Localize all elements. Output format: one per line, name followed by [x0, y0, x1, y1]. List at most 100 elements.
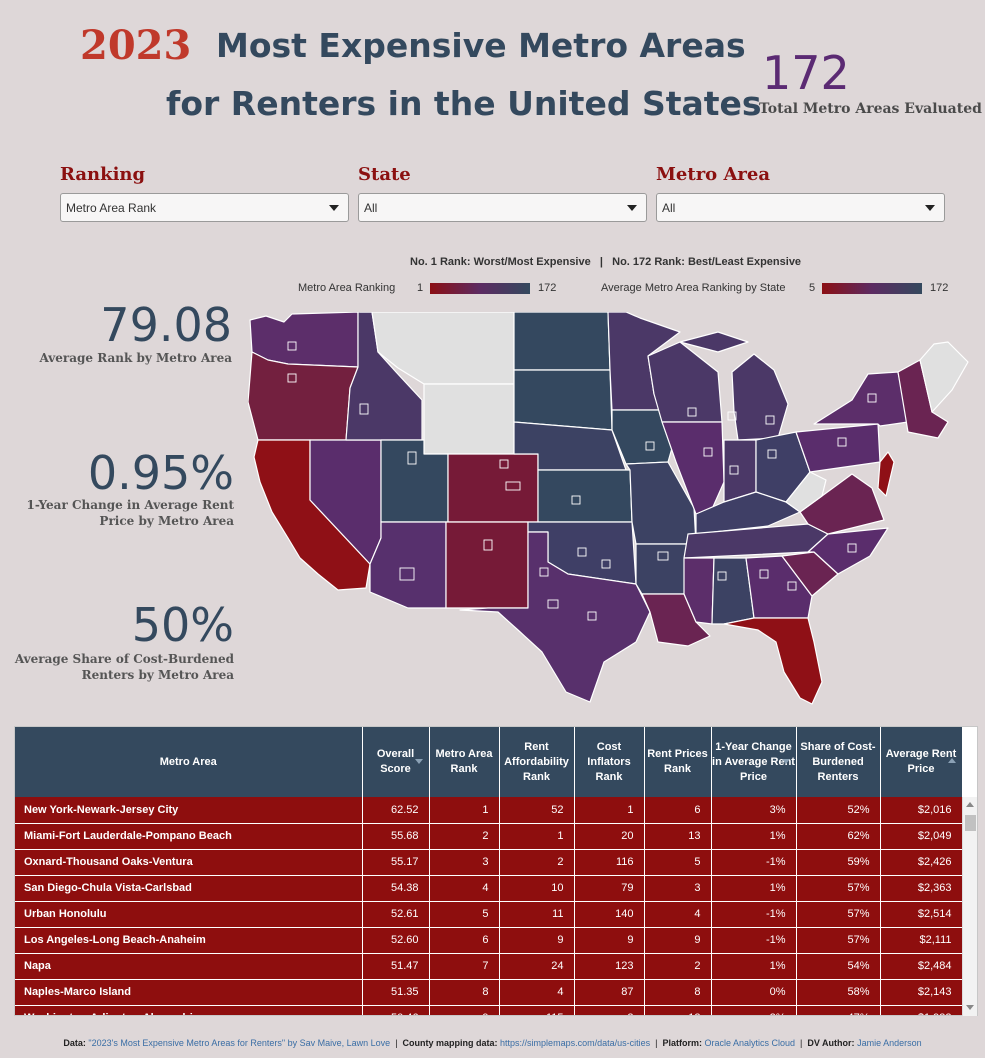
cell-rent-change: 1% — [711, 953, 797, 980]
footer-county-link[interactable]: https://simplemaps.com/data/us-cities — [500, 1038, 651, 1048]
cell-cost-burdened: 52% — [796, 797, 881, 824]
cell-metro-rank: 9 — [429, 1005, 500, 1015]
cell-metro-rank: 2 — [429, 823, 500, 850]
cell-metro-area: Napa — [15, 953, 363, 980]
table-row[interactable]: New York-Newark-Jersey City 62.52 1 52 1… — [15, 797, 963, 824]
cell-metro-area: San Diego-Chula Vista-Carlsbad — [15, 875, 363, 902]
chevron-down-icon — [627, 205, 637, 211]
state-texas[interactable] — [459, 531, 651, 703]
state-indiana[interactable] — [723, 439, 757, 503]
scroll-up-icon[interactable] — [966, 802, 974, 807]
cell-affordability-rank: 4 — [499, 979, 575, 1006]
cell-cost-burdened: 58% — [796, 979, 881, 1006]
state-arkansas[interactable] — [635, 543, 689, 595]
state-south-dakota[interactable] — [513, 369, 613, 431]
state-mississippi[interactable] — [683, 557, 715, 625]
col-header-metro-rank[interactable]: Metro Area Rank — [429, 727, 500, 797]
cell-cost-inflators-rank: 116 — [574, 849, 645, 876]
legend-state-max: 172 — [930, 282, 949, 294]
cell-cost-inflators-rank: 79 — [574, 875, 645, 902]
cell-cost-inflators-rank: 140 — [574, 901, 645, 928]
ranking-select[interactable]: Metro Area Rank — [60, 193, 349, 222]
table-row[interactable]: Napa 51.47 7 24 123 2 1% 54% $2,484 — [15, 953, 963, 980]
cell-cost-burdened: 62% — [796, 823, 881, 850]
state-new-york[interactable] — [813, 371, 909, 427]
col-header-avg-rent[interactable]: Average Rent Price — [880, 727, 963, 797]
cell-metro-area: Naples-Marco Island — [15, 979, 363, 1006]
footer-data-source[interactable]: "2023's Most Expensive Metro Areas for R… — [88, 1038, 391, 1048]
col-header-affordability-rank[interactable]: Rent Affordability Rank — [499, 727, 575, 797]
cell-rent-change: -1% — [711, 901, 797, 928]
us-choropleth-map[interactable] — [248, 312, 978, 707]
state-new-mexico[interactable] — [445, 521, 529, 609]
state-wisconsin[interactable] — [647, 341, 723, 423]
legend-metro-min: 1 — [417, 282, 424, 294]
cell-cost-inflators-rank: 87 — [574, 979, 645, 1006]
table-row[interactable]: Naples-Marco Island 51.35 8 4 87 8 0% 58… — [15, 979, 963, 1006]
table-row[interactable]: San Diego-Chula Vista-Carlsbad 54.38 4 1… — [15, 875, 963, 902]
scroll-down-icon[interactable] — [966, 1005, 974, 1010]
cell-rent-change: 3% — [711, 797, 797, 824]
col-header-cost-inflators-rank[interactable]: Cost Inflators Rank — [574, 727, 645, 797]
cell-overall-score: 55.68 — [362, 823, 430, 850]
cell-avg-rent: $2,049 — [880, 823, 963, 850]
cell-affordability-rank: 9 — [499, 927, 575, 954]
kpi-average-rank-value: 79.08 — [100, 298, 232, 352]
cell-overall-score: 52.61 — [362, 901, 430, 928]
cell-affordability-rank: 24 — [499, 953, 575, 980]
table-row[interactable]: Washington-Arlington-Alexandria 50.46 9 … — [15, 1005, 963, 1015]
col-header-metro-area[interactable]: Metro Area — [15, 727, 363, 797]
cell-cost-inflators-rank: 123 — [574, 953, 645, 980]
cell-overall-score: 51.35 — [362, 979, 430, 1006]
cell-rent-prices-rank: 9 — [644, 927, 712, 954]
cell-cost-burdened: 57% — [796, 875, 881, 902]
cell-cost-inflators-rank: 2 — [574, 1005, 645, 1015]
metro-select[interactable]: All — [656, 193, 945, 222]
state-florida[interactable] — [723, 617, 823, 705]
metro-table[interactable]: Metro Area Overall Score Metro Area Rank… — [14, 726, 978, 1016]
state-maine[interactable] — [919, 341, 969, 413]
cell-rent-change: 2% — [711, 1005, 797, 1015]
cell-cost-burdened: 57% — [796, 927, 881, 954]
state-north-dakota[interactable] — [513, 312, 611, 371]
cell-cost-burdened: 47% — [796, 1005, 881, 1015]
state-colorado[interactable] — [447, 453, 539, 523]
cell-overall-score: 50.46 — [362, 1005, 430, 1015]
page-title-line1: Most Expensive Metro Areas — [216, 26, 746, 65]
table-row[interactable]: Los Angeles-Long Beach-Anaheim 52.60 6 9… — [15, 927, 963, 954]
state-wyoming[interactable] — [423, 383, 515, 455]
state-select-value: All — [364, 201, 378, 215]
scroll-thumb[interactable] — [965, 815, 976, 831]
table-scrollbar[interactable] — [962, 797, 977, 1016]
table-row[interactable]: Urban Honolulu 52.61 5 11 140 4 -1% 57% … — [15, 901, 963, 928]
state-kansas[interactable] — [537, 469, 633, 523]
cell-avg-rent: $2,514 — [880, 901, 963, 928]
state-arizona[interactable] — [369, 521, 447, 609]
state-new-jersey[interactable] — [877, 451, 895, 497]
col-header-rent-change[interactable]: 1-Year Change in Average Rent Price — [711, 727, 797, 797]
state-west-virginia[interactable] — [785, 471, 827, 513]
col-header-overall-score[interactable]: Overall Score — [362, 727, 430, 797]
legend-state-min: 5 — [809, 282, 816, 294]
state-select[interactable]: All — [358, 193, 647, 222]
col-header-rent-prices-rank[interactable]: Rent Prices Rank — [644, 727, 712, 797]
cell-avg-rent: $1,932 — [880, 1005, 963, 1015]
cell-rent-change: 1% — [711, 875, 797, 902]
table-row[interactable]: Miami-Fort Lauderdale-Pompano Beach 55.6… — [15, 823, 963, 850]
ranking-select-value: Metro Area Rank — [66, 201, 157, 215]
cell-affordability-rank: 2 — [499, 849, 575, 876]
state-virginia[interactable] — [799, 473, 885, 535]
state-pennsylvania[interactable] — [795, 423, 881, 473]
footer-author-value[interactable]: Jamie Anderson — [857, 1038, 922, 1048]
cell-avg-rent: $2,143 — [880, 979, 963, 1006]
legend-metro-gradient — [430, 283, 530, 294]
footer-platform-value[interactable]: Oracle Analytics Cloud — [704, 1038, 796, 1048]
col-header-cost-burdened[interactable]: Share of Cost-Burdened Renters — [796, 727, 881, 797]
state-michigan[interactable] — [679, 331, 789, 441]
cell-metro-rank: 6 — [429, 927, 500, 954]
cell-metro-rank: 3 — [429, 849, 500, 876]
cell-rent-prices-rank: 6 — [644, 797, 712, 824]
cell-rent-prices-rank: 12 — [644, 1005, 712, 1015]
table-row[interactable]: Oxnard-Thousand Oaks-Ventura 55.17 3 2 1… — [15, 849, 963, 876]
state-georgia[interactable] — [745, 555, 813, 619]
